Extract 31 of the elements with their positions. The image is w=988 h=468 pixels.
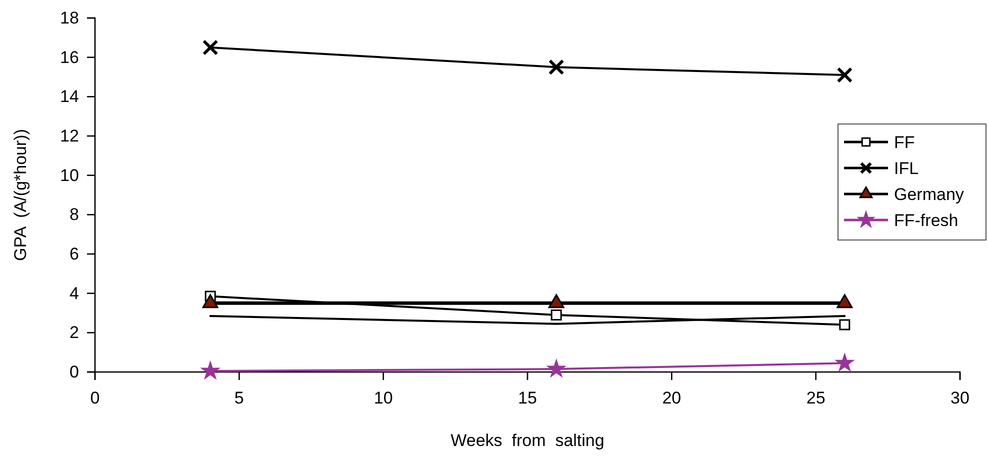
x-tick-label: 25 [806, 388, 826, 408]
point [202, 294, 218, 308]
point [836, 67, 853, 83]
legend-label: FF-fresh [894, 211, 958, 230]
y-tick-label: 14 [60, 87, 79, 106]
y-tick-label: 18 [60, 8, 79, 28]
x-tick-label: 10 [374, 388, 393, 408]
y-axis-title: GPA (A/(g*hour)) [11, 129, 30, 261]
y-tick-label: 4 [69, 284, 79, 303]
x-tick-label: 20 [662, 388, 682, 408]
y-tick-label: 0 [69, 362, 79, 382]
point [202, 40, 218, 56]
x-tick-label: 15 [518, 388, 537, 408]
y-tick-label: 12 [60, 126, 79, 146]
x-tick-label: 30 [950, 388, 970, 408]
x-tick-label: 5 [234, 388, 244, 408]
y-tick-label: 2 [69, 323, 79, 342]
point [550, 309, 562, 320]
point [548, 294, 564, 308]
y-tick-label: 6 [69, 244, 79, 264]
legend-label: Germany [894, 185, 964, 204]
point [839, 319, 850, 330]
legend-label: IFL [894, 159, 919, 178]
x-axis-title: Weeks from salting [450, 431, 604, 450]
y-tick-label: 10 [60, 166, 79, 185]
y-tick-label: 16 [60, 48, 79, 67]
x-tick-label: 0 [90, 388, 100, 408]
point [836, 294, 853, 308]
legend-label: FF [894, 133, 915, 152]
point [548, 59, 564, 76]
y-tick-label: 8 [69, 205, 79, 224]
